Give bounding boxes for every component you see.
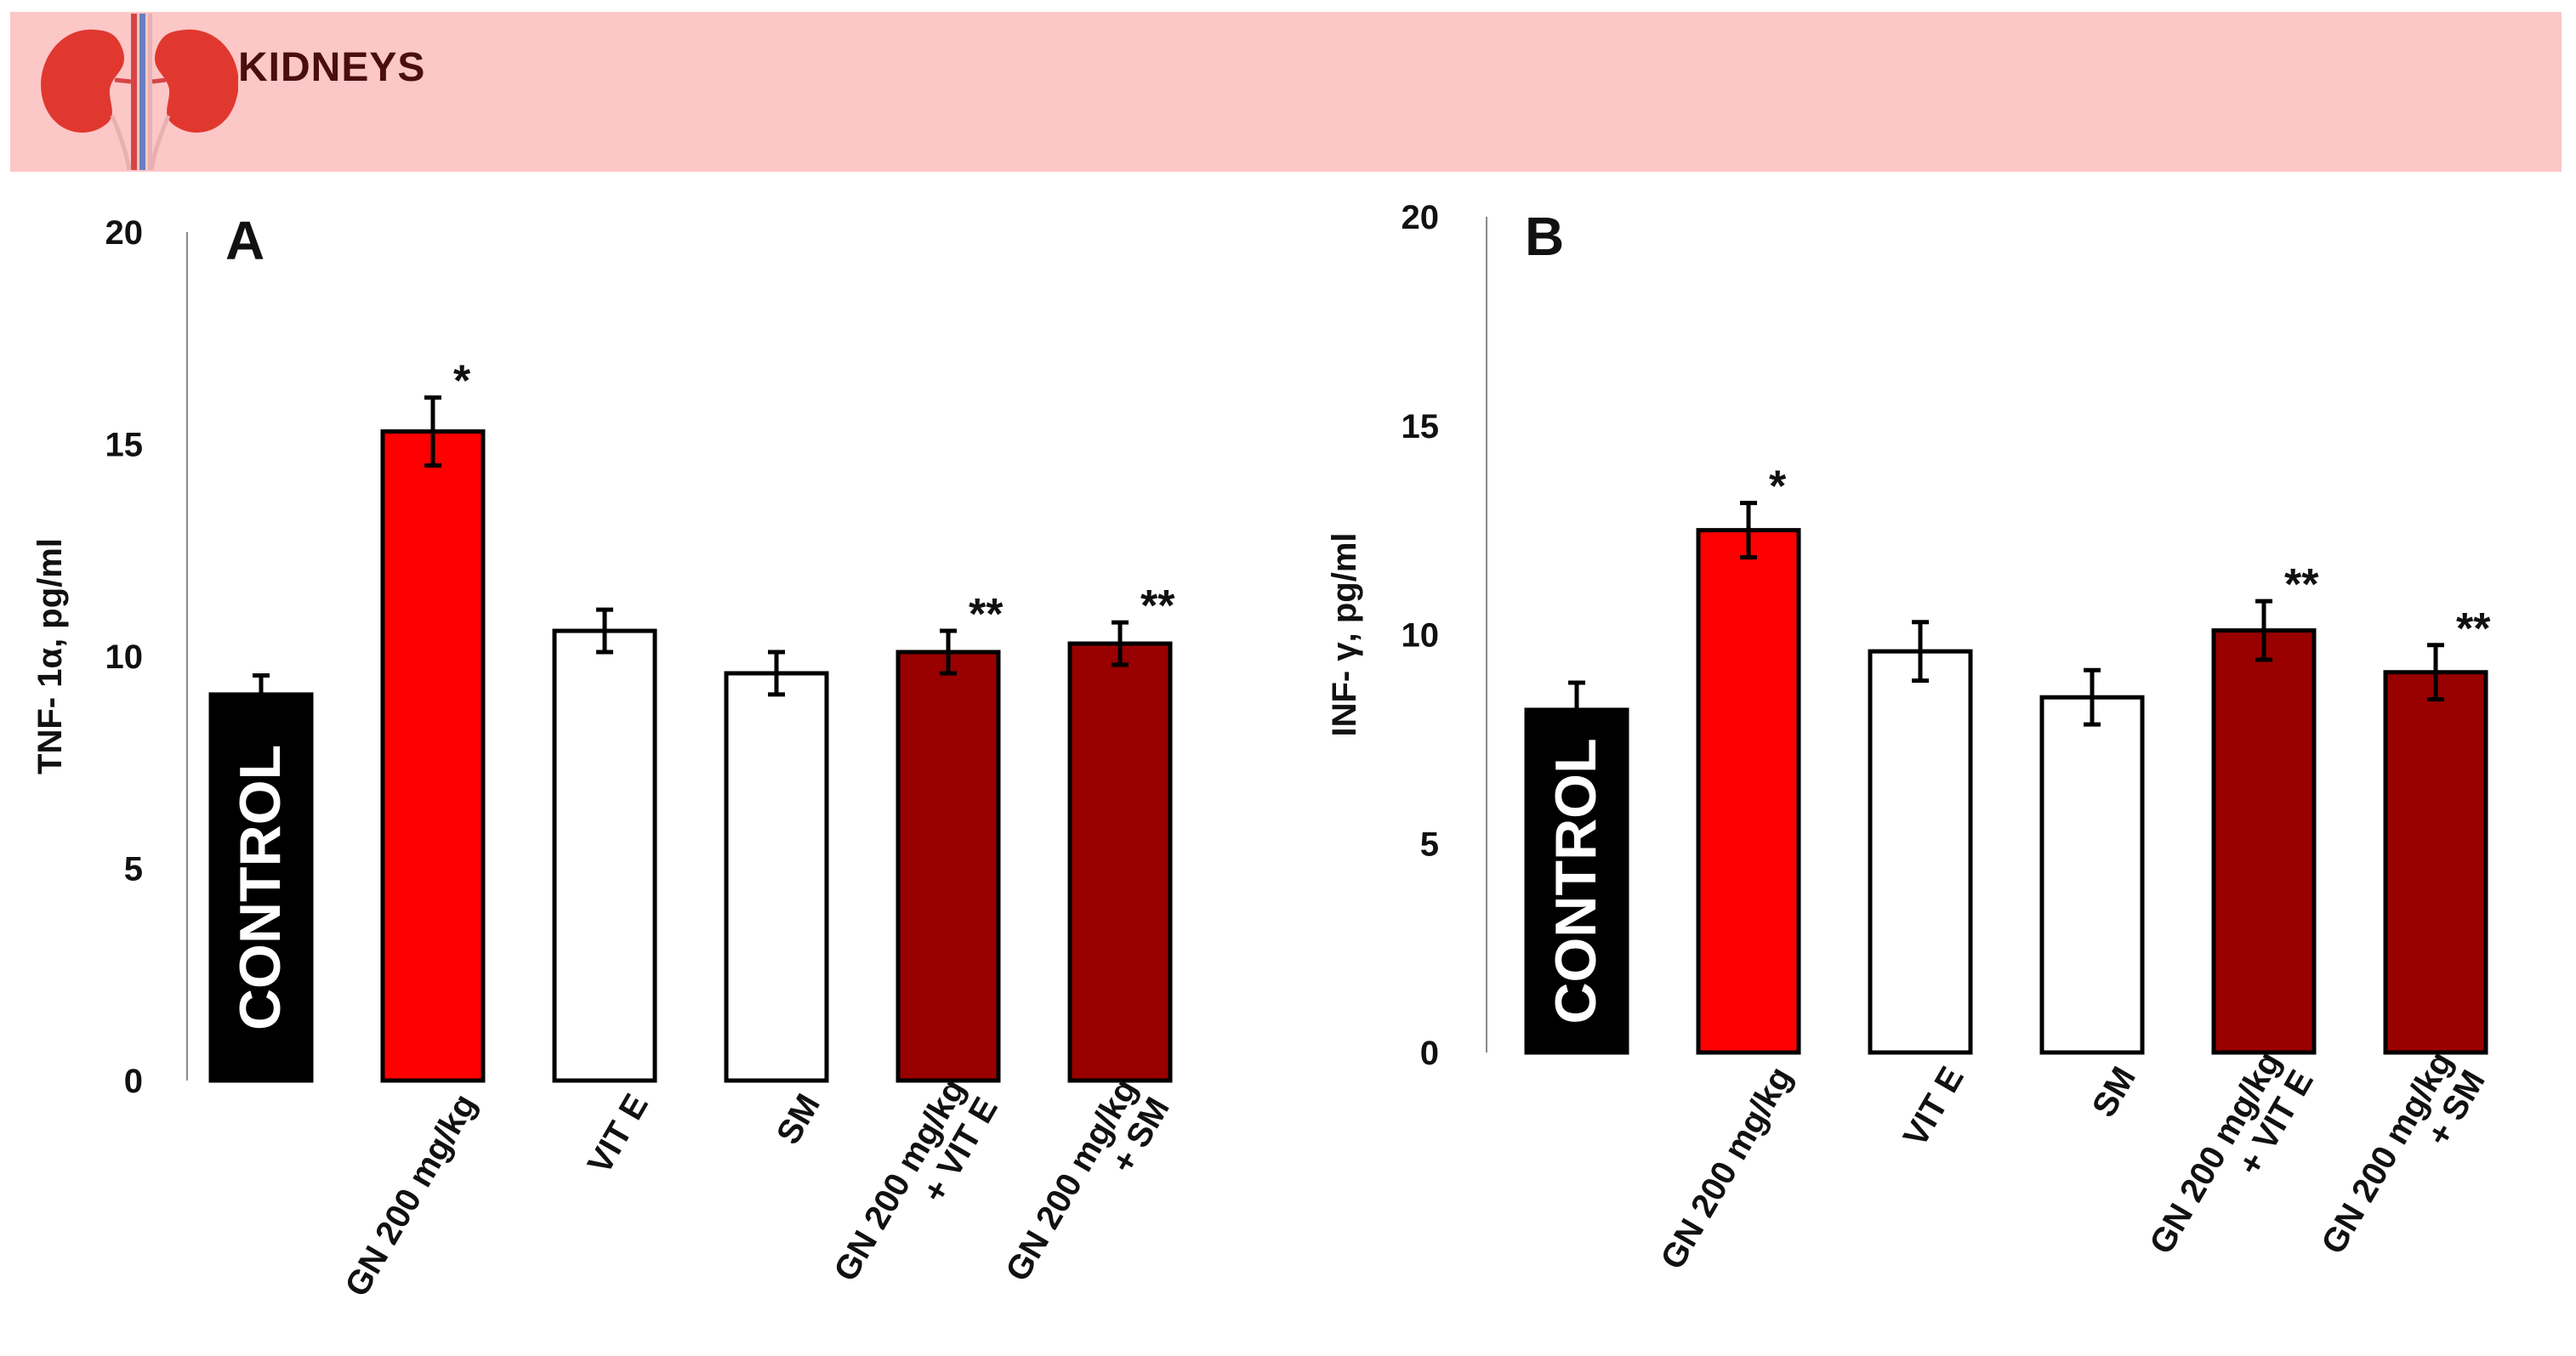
bar (1067, 641, 1173, 1083)
x-category-label-line: VIT E (1896, 1061, 1971, 1154)
y-tick-label: 5 (1420, 826, 1439, 863)
bar (724, 671, 829, 1083)
bar (552, 628, 657, 1083)
x-category-label: GN 200 mg/kg+ VIT E (827, 1073, 1005, 1307)
bar (1524, 707, 1629, 1055)
y-tick-label: 5 (124, 851, 143, 888)
x-category-label: GN 200 mg/kg (1653, 1061, 1799, 1276)
x-category-label-line: SM (770, 1088, 827, 1151)
panel-letter: A (225, 210, 264, 271)
y-tick-label: 20 (105, 214, 144, 252)
significance-mark: * (1769, 462, 1787, 512)
x-category-label: VIT E (581, 1088, 656, 1181)
y-tick-label: 20 (1402, 199, 1440, 236)
banner-title: KIDNEYS (238, 45, 426, 90)
x-category-label-line: GN 200 mg/kg (338, 1088, 483, 1303)
bar (896, 650, 1001, 1083)
panel-b: 0 5 10 15 20 INF- γ, pg/ml B CONTROL * GN 200 mg/… (1326, 199, 2493, 1279)
bar (2383, 670, 2488, 1055)
kidneys-banner: KIDNEYS (10, 12, 2562, 172)
x-category-label: SM (770, 1088, 827, 1151)
control-bar-label: CONTROL (1544, 738, 1608, 1024)
panel-a: 0 5 10 15 20 TNF- 1α, pg/ml A CONTROL * GN 200 mg… (31, 210, 1177, 1307)
significance-mark: * (453, 357, 471, 406)
x-category-label: GN 200 mg/kg (338, 1088, 483, 1303)
y-tick-label: 15 (1402, 408, 1440, 445)
y-tick-label: 0 (124, 1063, 143, 1100)
significance-mark: ** (969, 590, 1004, 639)
significance-mark: ** (2456, 604, 2491, 654)
bar (2211, 628, 2317, 1055)
x-category-label: GN 200 mg/kg+ SM (998, 1073, 1177, 1307)
y-tick-label: 15 (105, 427, 144, 464)
x-category-label: GN 200 mg/kg+ SM (2314, 1046, 2493, 1279)
significance-mark: ** (2284, 560, 2319, 610)
x-category-label-line: GN 200 mg/kg (2314, 1046, 2459, 1261)
x-category-label-line: GN 200 mg/kg (998, 1073, 1144, 1288)
x-category-label: VIT E (1896, 1061, 1971, 1154)
significance-mark: ** (1140, 582, 1175, 631)
y-axis-title: INF- γ, pg/ml (1326, 533, 1363, 737)
y-axis-title: TNF- 1α, pg/ml (31, 538, 69, 774)
bar (1868, 649, 1973, 1055)
x-category-label: SM (2085, 1061, 2143, 1124)
x-category-label-line: GN 200 mg/kg (1653, 1061, 1799, 1276)
control-bar-label: CONTROL (228, 745, 293, 1030)
panel-letter: B (1525, 206, 1564, 267)
bar (380, 429, 486, 1083)
bar (1696, 528, 1801, 1055)
bar (208, 692, 314, 1083)
y-tick-label: 10 (105, 638, 144, 676)
y-tick-label: 10 (1402, 617, 1440, 655)
y-tick-label: 0 (1420, 1035, 1439, 1072)
x-category-label-line: SM (2085, 1061, 2143, 1124)
x-category-label-line: VIT E (581, 1088, 656, 1181)
kidneys-icon (41, 14, 238, 170)
x-category-label: GN 200 mg/kg+ VIT E (2142, 1046, 2321, 1279)
bar (2039, 695, 2145, 1055)
